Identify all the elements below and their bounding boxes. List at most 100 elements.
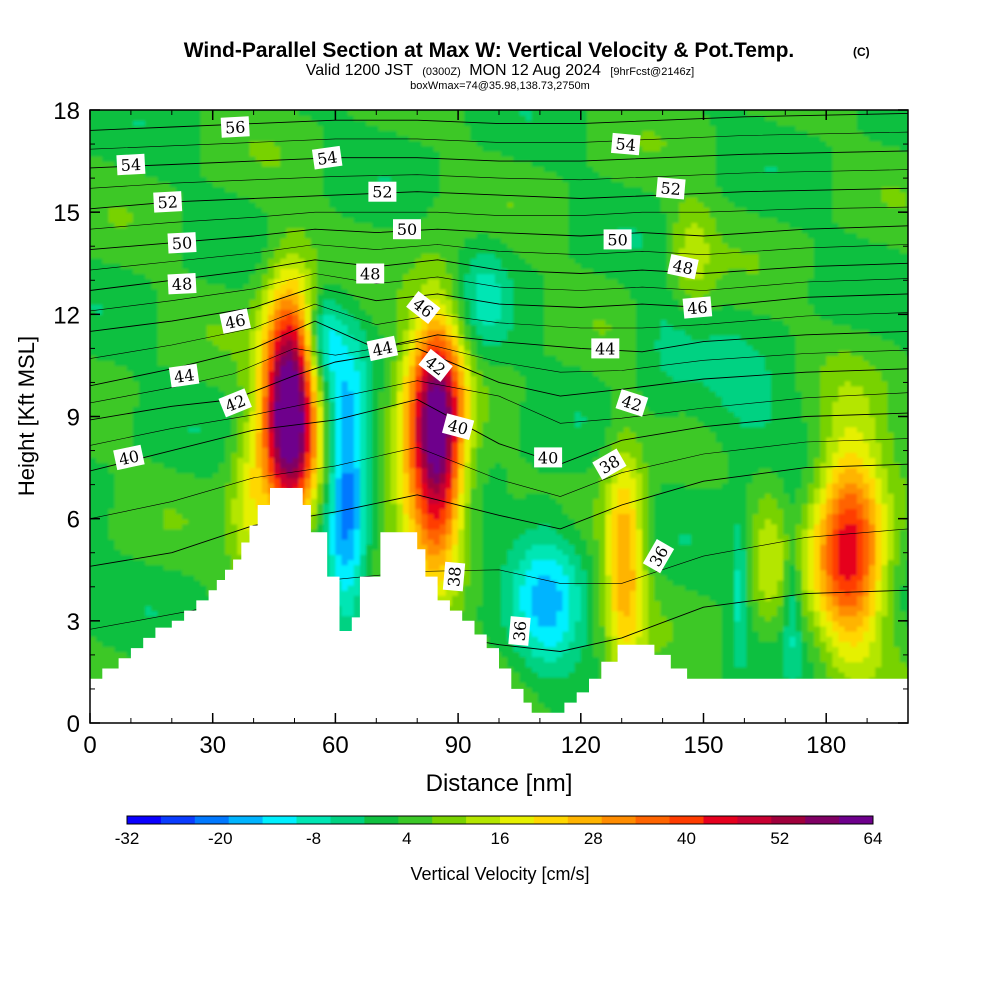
velocity-cell <box>875 472 889 479</box>
velocity-cell <box>605 615 612 622</box>
velocity-cell <box>249 406 257 412</box>
velocity-cell <box>243 477 251 484</box>
velocity-cell <box>856 585 864 591</box>
velocity-cell <box>470 554 484 561</box>
velocity-cell <box>261 345 269 351</box>
velocity-cell <box>525 396 613 402</box>
velocity-cell <box>777 534 790 540</box>
velocity-cell <box>906 569 908 576</box>
velocity-cell <box>396 385 404 392</box>
velocity-cell <box>267 431 275 438</box>
velocity-cell <box>304 472 312 479</box>
velocity-cell <box>746 539 754 545</box>
velocity-cell <box>378 513 385 520</box>
velocity-cell <box>402 467 410 474</box>
velocity-cell <box>531 651 563 658</box>
velocity-cell <box>132 421 232 428</box>
velocity-cell <box>470 503 484 509</box>
velocity-cell <box>832 498 839 504</box>
velocity-cell <box>464 462 471 469</box>
velocity-cell <box>783 600 790 607</box>
velocity-cell <box>734 201 833 208</box>
velocity-cell <box>396 488 404 494</box>
velocity-cell <box>267 232 287 239</box>
colorbar-tick-label: 64 <box>864 829 883 848</box>
velocity-cell <box>826 559 833 566</box>
velocity-cell <box>458 559 465 566</box>
velocity-cell <box>636 615 643 622</box>
velocity-cell <box>169 181 214 188</box>
velocity-cell <box>838 493 846 499</box>
velocity-cell <box>366 365 373 372</box>
velocity-cell <box>813 600 821 607</box>
velocity-cell <box>90 115 201 121</box>
velocity-cell <box>642 482 649 489</box>
velocity-cell <box>482 482 508 489</box>
velocity-cell <box>838 620 864 627</box>
velocity-cell <box>593 646 606 653</box>
velocity-cell <box>568 671 600 678</box>
velocity-cell <box>519 411 576 418</box>
velocity-cell <box>280 283 300 290</box>
velocity-cell <box>378 426 385 433</box>
velocity-cell <box>317 299 324 305</box>
velocity-cell <box>366 370 373 377</box>
velocity-cell <box>820 391 840 397</box>
velocity-cell <box>464 283 478 290</box>
velocity-cell <box>396 426 404 433</box>
velocity-cell <box>580 595 588 601</box>
velocity-cell <box>838 631 864 637</box>
velocity-cell <box>795 605 803 612</box>
velocity-cell <box>470 498 484 504</box>
velocity-cell <box>384 411 392 418</box>
velocity-cell <box>445 534 453 540</box>
velocity-cell <box>869 585 876 591</box>
velocity-cell <box>390 493 398 499</box>
velocity-cell <box>464 319 471 326</box>
velocity-cell <box>758 467 772 474</box>
velocity-cell <box>298 355 306 361</box>
velocity-cell <box>329 457 336 464</box>
theta-contour-38 <box>90 463 908 567</box>
velocity-cell <box>310 293 318 300</box>
velocity-cell <box>783 569 790 576</box>
velocity-cell <box>126 365 171 372</box>
contour-label-text: 44 <box>371 337 395 360</box>
velocity-cell <box>372 534 379 540</box>
velocity-cell <box>863 130 908 137</box>
velocity-cell <box>703 273 723 280</box>
velocity-cell <box>586 150 717 157</box>
velocity-cell <box>402 360 410 366</box>
velocity-cell <box>323 304 343 310</box>
velocity-cell <box>206 380 238 387</box>
velocity-cell <box>666 278 680 285</box>
velocity-cell <box>636 610 643 617</box>
velocity-cell <box>654 513 747 520</box>
velocity-cell <box>636 539 643 545</box>
velocity-cell <box>801 411 821 418</box>
velocity-cell <box>721 631 735 637</box>
velocity-cell <box>856 426 876 433</box>
velocity-cell <box>580 421 613 428</box>
contour-label: 40 <box>113 444 145 471</box>
velocity-cell <box>672 580 735 586</box>
velocity-cell <box>801 528 809 535</box>
velocity-cell <box>366 447 373 453</box>
velocity-cell <box>347 559 361 566</box>
velocity-cell <box>157 299 251 305</box>
colorbar-swatch <box>737 816 772 824</box>
velocity-cell <box>672 237 686 244</box>
velocity-cell <box>476 436 484 443</box>
velocity-cell <box>648 503 655 509</box>
velocity-cell <box>832 196 882 203</box>
velocity-cell <box>636 482 643 489</box>
velocity-cell <box>90 237 177 244</box>
velocity-cell <box>212 181 324 188</box>
velocity-cell <box>887 472 901 479</box>
velocity-cell <box>636 523 643 530</box>
velocity-cell <box>648 595 655 601</box>
velocity-cell <box>611 641 619 647</box>
contour-label: 54 <box>610 132 641 156</box>
velocity-cell <box>280 150 324 157</box>
velocity-cell <box>617 513 631 520</box>
